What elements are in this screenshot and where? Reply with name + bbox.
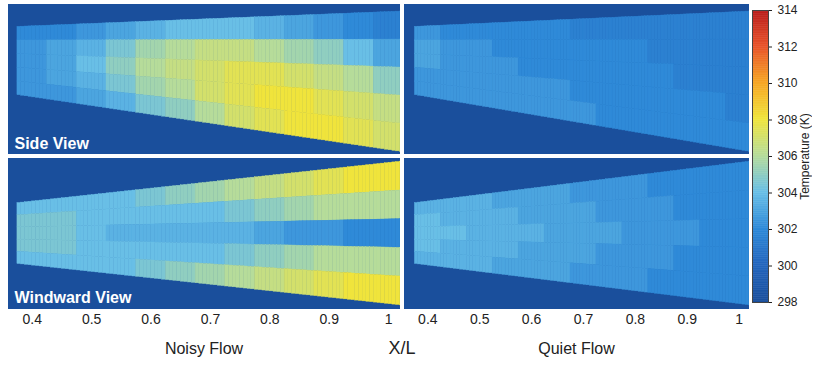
svg-text:310: 310 — [778, 76, 798, 90]
svg-text:1: 1 — [735, 311, 743, 327]
svg-text:0.5: 0.5 — [82, 311, 102, 327]
svg-text:302: 302 — [778, 222, 798, 236]
svg-text:Side View: Side View — [15, 135, 90, 152]
svg-text:0.4: 0.4 — [418, 311, 438, 327]
svg-text:314: 314 — [778, 4, 798, 17]
html-text:Quiet Flow: Quiet Flow — [538, 340, 615, 357]
svg-text:298: 298 — [778, 295, 798, 308]
svg-text:0.8: 0.8 — [260, 311, 280, 327]
svg-text:0.7: 0.7 — [201, 311, 221, 327]
svg-text:0.6: 0.6 — [141, 311, 161, 327]
svg-text:306: 306 — [778, 149, 798, 163]
svg-text:0.7: 0.7 — [574, 311, 594, 327]
svg-text:Temperature (K): Temperature (K) — [798, 113, 812, 200]
svg-text:0.9: 0.9 — [319, 311, 339, 327]
svg-text:Windward View: Windward View — [15, 289, 132, 306]
svg-text:304: 304 — [778, 186, 798, 200]
svg-text:312: 312 — [778, 40, 798, 54]
svg-text:308: 308 — [778, 113, 798, 127]
html-text:X/L: X/L — [388, 338, 416, 358]
svg-text:0.9: 0.9 — [678, 311, 698, 327]
html-text:Noisy Flow: Noisy Flow — [164, 340, 244, 357]
svg-text:300: 300 — [778, 259, 798, 273]
svg-text:0.6: 0.6 — [522, 311, 542, 327]
svg-text:0.4: 0.4 — [23, 311, 43, 327]
svg-text:0.8: 0.8 — [626, 311, 646, 327]
svg-text:0.5: 0.5 — [470, 311, 490, 327]
svg-text:1: 1 — [385, 311, 393, 327]
